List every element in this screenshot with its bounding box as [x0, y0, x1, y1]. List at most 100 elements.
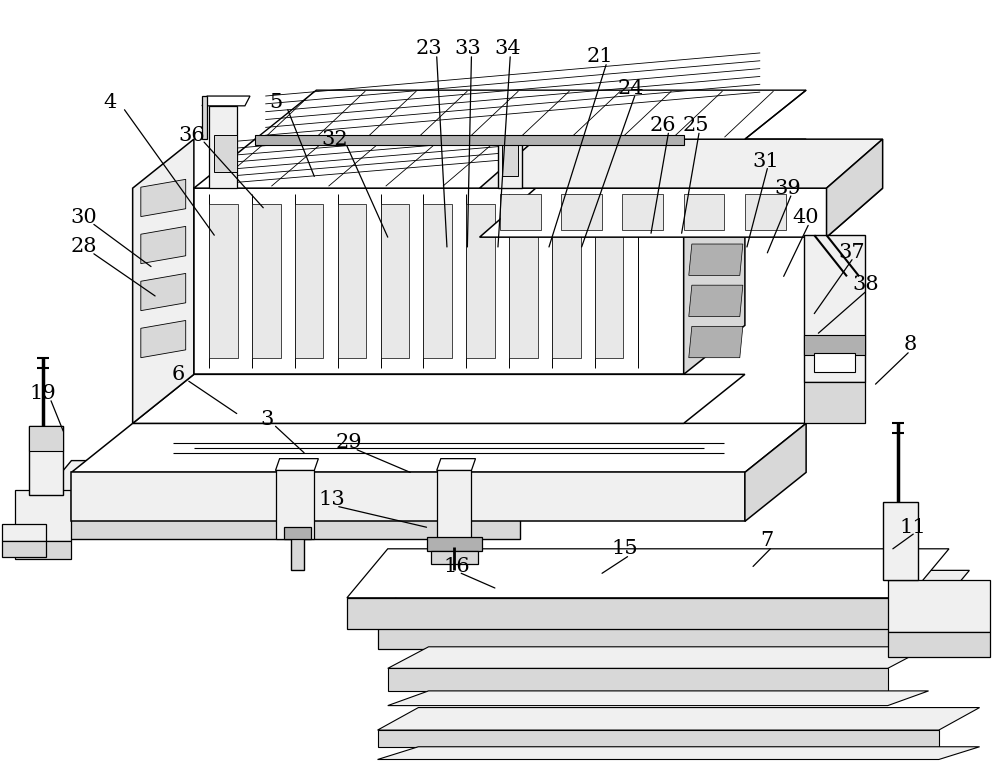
Polygon shape — [622, 194, 663, 230]
Polygon shape — [71, 472, 745, 521]
Text: 34: 34 — [495, 39, 521, 59]
Polygon shape — [804, 383, 865, 423]
Polygon shape — [276, 459, 318, 470]
Polygon shape — [466, 204, 495, 358]
Polygon shape — [141, 180, 186, 216]
Polygon shape — [689, 326, 743, 358]
Polygon shape — [689, 203, 743, 234]
Text: 23: 23 — [415, 39, 442, 59]
Polygon shape — [378, 746, 980, 760]
Polygon shape — [561, 194, 602, 230]
Polygon shape — [437, 459, 476, 470]
Polygon shape — [338, 204, 366, 358]
Polygon shape — [388, 668, 888, 691]
Text: 26: 26 — [650, 116, 677, 135]
Polygon shape — [252, 204, 281, 358]
Polygon shape — [255, 136, 684, 145]
Text: 24: 24 — [617, 78, 644, 98]
Polygon shape — [202, 96, 250, 106]
Text: 21: 21 — [587, 47, 613, 67]
Text: 38: 38 — [852, 274, 879, 294]
Polygon shape — [431, 550, 478, 564]
Polygon shape — [347, 549, 949, 598]
Polygon shape — [378, 730, 939, 746]
Polygon shape — [255, 90, 806, 140]
Polygon shape — [141, 227, 186, 263]
Polygon shape — [684, 194, 724, 230]
Polygon shape — [29, 426, 63, 451]
Text: 39: 39 — [774, 179, 801, 198]
Polygon shape — [347, 598, 908, 629]
Polygon shape — [883, 502, 918, 580]
Text: 33: 33 — [454, 39, 481, 59]
Polygon shape — [194, 188, 684, 375]
Polygon shape — [388, 647, 929, 668]
Polygon shape — [492, 103, 533, 116]
Polygon shape — [209, 106, 237, 188]
Polygon shape — [141, 321, 186, 358]
Polygon shape — [378, 571, 969, 619]
Polygon shape — [2, 524, 46, 541]
Text: 30: 30 — [70, 208, 97, 227]
Text: 13: 13 — [318, 490, 345, 510]
Polygon shape — [31, 461, 561, 510]
Text: 25: 25 — [683, 116, 709, 135]
Polygon shape — [381, 204, 409, 358]
Polygon shape — [500, 194, 541, 230]
Text: 3: 3 — [261, 410, 274, 429]
Text: 31: 31 — [752, 152, 779, 171]
Text: 29: 29 — [336, 434, 362, 452]
Polygon shape — [804, 336, 865, 354]
Polygon shape — [194, 140, 806, 188]
Polygon shape — [804, 235, 865, 383]
Polygon shape — [827, 140, 883, 237]
Polygon shape — [133, 375, 745, 423]
Polygon shape — [437, 470, 471, 549]
Polygon shape — [492, 103, 496, 140]
Polygon shape — [2, 541, 46, 557]
Polygon shape — [295, 204, 323, 358]
Polygon shape — [595, 204, 623, 358]
Polygon shape — [814, 353, 855, 372]
Text: 37: 37 — [839, 243, 865, 263]
Text: 5: 5 — [269, 93, 282, 112]
Polygon shape — [15, 541, 71, 559]
Text: 32: 32 — [321, 129, 348, 149]
Polygon shape — [745, 90, 806, 140]
Polygon shape — [214, 136, 237, 172]
Polygon shape — [209, 204, 238, 358]
Polygon shape — [427, 537, 482, 550]
Polygon shape — [888, 580, 990, 632]
Polygon shape — [423, 204, 452, 358]
Text: 36: 36 — [179, 125, 205, 145]
Text: 4: 4 — [104, 93, 117, 112]
Polygon shape — [480, 188, 883, 237]
Polygon shape — [276, 470, 314, 539]
Polygon shape — [31, 510, 520, 539]
Polygon shape — [745, 423, 806, 521]
Text: 28: 28 — [70, 238, 97, 256]
Polygon shape — [388, 691, 929, 706]
Polygon shape — [480, 140, 883, 188]
Polygon shape — [745, 194, 786, 230]
Polygon shape — [509, 204, 538, 358]
Polygon shape — [498, 116, 522, 188]
Text: 19: 19 — [29, 384, 56, 404]
Polygon shape — [71, 423, 806, 472]
Polygon shape — [552, 204, 581, 358]
Polygon shape — [378, 619, 929, 649]
Polygon shape — [502, 140, 518, 176]
Text: 15: 15 — [611, 539, 638, 558]
Polygon shape — [202, 96, 207, 140]
Polygon shape — [888, 632, 990, 656]
Polygon shape — [689, 244, 743, 275]
Polygon shape — [291, 532, 304, 571]
Polygon shape — [15, 490, 71, 541]
Text: 16: 16 — [444, 557, 470, 576]
Polygon shape — [29, 426, 63, 495]
Polygon shape — [141, 274, 186, 310]
Text: 11: 11 — [900, 517, 927, 537]
Text: 6: 6 — [172, 365, 185, 384]
Text: 8: 8 — [904, 336, 917, 354]
Text: 7: 7 — [761, 532, 774, 550]
